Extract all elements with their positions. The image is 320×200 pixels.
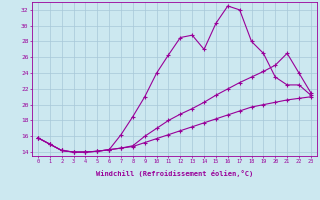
X-axis label: Windchill (Refroidissement éolien,°C): Windchill (Refroidissement éolien,°C) [96,170,253,177]
